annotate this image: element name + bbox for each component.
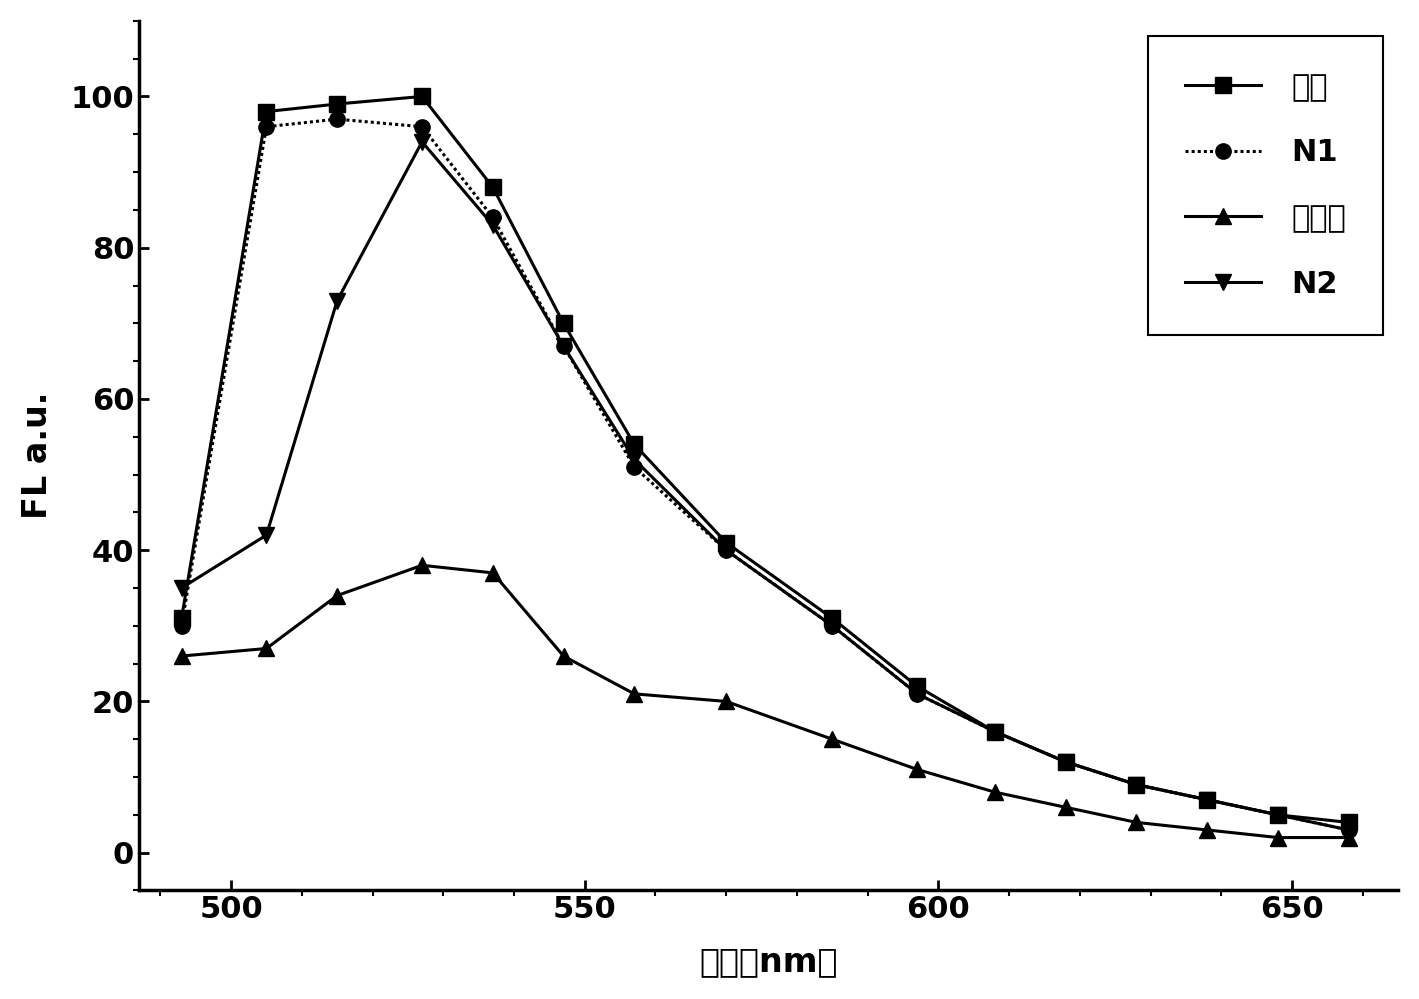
空白 <box>718 536 735 548</box>
可卡因 <box>484 566 501 578</box>
空白 <box>1199 794 1216 806</box>
可卡因 <box>718 695 735 707</box>
N2 <box>718 544 735 556</box>
N1 <box>824 619 841 631</box>
Line: 空白: 空白 <box>175 89 1357 830</box>
可卡因 <box>258 642 275 654</box>
N2 <box>908 688 925 700</box>
N2 <box>413 136 430 148</box>
N2 <box>986 725 1003 737</box>
Line: N1: N1 <box>175 112 1357 837</box>
空白 <box>555 318 572 330</box>
N2 <box>1199 794 1216 806</box>
可卡因 <box>413 559 430 571</box>
N1 <box>626 461 643 473</box>
N2 <box>329 295 346 307</box>
Legend: 空白, N1, 可卡因, N2: 空白, N1, 可卡因, N2 <box>1148 36 1384 336</box>
N2 <box>1340 824 1357 836</box>
X-axis label: 波长（nm）: 波长（nm） <box>700 945 837 978</box>
可卡因 <box>555 650 572 662</box>
N2 <box>555 340 572 352</box>
N1 <box>1128 778 1145 790</box>
可卡因 <box>1340 831 1357 843</box>
空白 <box>1057 756 1074 768</box>
N1 <box>1340 824 1357 836</box>
空白 <box>413 91 430 103</box>
可卡因 <box>173 650 190 662</box>
空白 <box>824 612 841 624</box>
N1 <box>258 121 275 133</box>
Y-axis label: FL a.u.: FL a.u. <box>21 392 54 519</box>
空白 <box>986 725 1003 737</box>
可卡因 <box>1199 824 1216 836</box>
N1 <box>1199 794 1216 806</box>
N2 <box>1128 778 1145 790</box>
N1 <box>986 725 1003 737</box>
空白 <box>329 98 346 110</box>
空白 <box>484 181 501 193</box>
N2 <box>824 619 841 631</box>
N1 <box>718 544 735 556</box>
N2 <box>173 582 190 594</box>
N1 <box>1270 809 1287 821</box>
空白 <box>173 612 190 624</box>
空白 <box>258 106 275 118</box>
N1 <box>413 121 430 133</box>
N1 <box>484 212 501 224</box>
空白 <box>1270 809 1287 821</box>
N2 <box>626 454 643 466</box>
可卡因 <box>329 589 346 601</box>
空白 <box>1340 816 1357 828</box>
N1 <box>908 688 925 700</box>
可卡因 <box>1128 816 1145 828</box>
N1 <box>555 340 572 352</box>
N2 <box>484 219 501 231</box>
可卡因 <box>1270 831 1287 843</box>
N1 <box>173 619 190 631</box>
可卡因 <box>908 763 925 775</box>
可卡因 <box>626 688 643 700</box>
N2 <box>1057 756 1074 768</box>
N2 <box>1270 809 1287 821</box>
Line: N2: N2 <box>175 134 1357 837</box>
Line: 可卡因: 可卡因 <box>175 557 1357 845</box>
N1 <box>1057 756 1074 768</box>
N1 <box>329 113 346 125</box>
空白 <box>908 680 925 692</box>
可卡因 <box>986 786 1003 798</box>
空白 <box>626 439 643 451</box>
N2 <box>258 529 275 541</box>
可卡因 <box>1057 801 1074 813</box>
空白 <box>1128 778 1145 790</box>
可卡因 <box>824 733 841 745</box>
